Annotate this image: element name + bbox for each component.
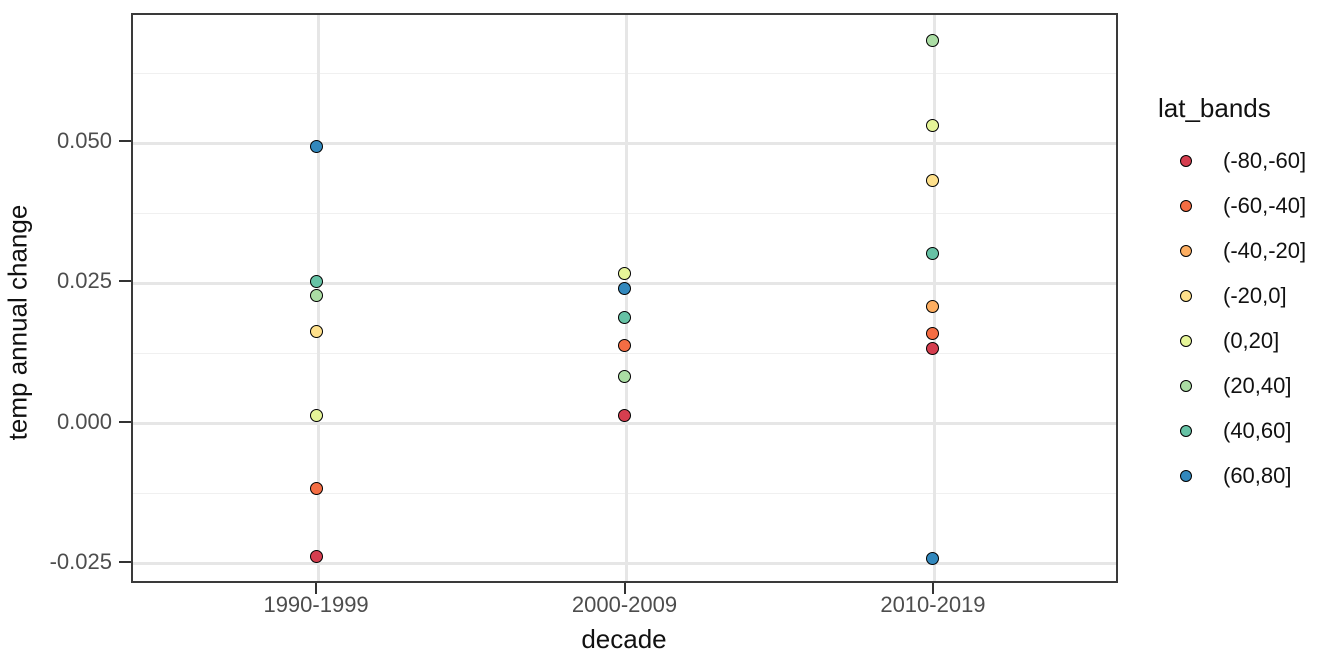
y-tick-label: 0.025 bbox=[56, 268, 112, 294]
gridline-major bbox=[133, 422, 1116, 426]
plot-panel bbox=[131, 13, 1118, 583]
legend-title: lat_bands bbox=[1158, 93, 1271, 123]
gridline-minor bbox=[133, 212, 1116, 214]
y-tick-mark bbox=[119, 420, 131, 423]
x-tick-mark bbox=[315, 583, 318, 594]
gridline-major bbox=[133, 562, 1116, 566]
legend-item: (20,40] bbox=[1158, 363, 1344, 408]
x-tick-label: 1990-1999 bbox=[263, 592, 369, 617]
legend-item: (-60,-40] bbox=[1158, 183, 1344, 228]
x-axis-title: decade bbox=[581, 624, 667, 654]
legend-key-circle bbox=[1180, 469, 1192, 482]
legend-item-label: (0,20] bbox=[1223, 327, 1280, 353]
data-point-(0,20] bbox=[618, 266, 631, 280]
data-point-(-60,-40] bbox=[618, 339, 631, 353]
legend-key-circle bbox=[1180, 289, 1192, 302]
data-point-(-80,-60] bbox=[309, 549, 323, 563]
data-point-(20,40] bbox=[309, 288, 323, 302]
legend-key-circle bbox=[1180, 424, 1192, 437]
legend-items: (-80,-60] (-60,-40] (-40,-20] (-20,0] (0,20]… bbox=[1158, 138, 1344, 498]
gridline-minor bbox=[133, 493, 1116, 495]
legend-item: (0,20] bbox=[1158, 318, 1344, 363]
legend-item: (-40,-20] bbox=[1158, 228, 1344, 273]
gridline-minor bbox=[133, 353, 1116, 355]
data-point-(60,80] bbox=[309, 140, 323, 154]
data-point-(-20,0] bbox=[926, 174, 940, 188]
data-point-(20,40] bbox=[926, 33, 940, 47]
legend-item-label: (-20,0] bbox=[1223, 282, 1287, 308]
y-tick-label: 0.050 bbox=[56, 128, 112, 154]
x-tick-label: 2000-2009 bbox=[571, 592, 678, 617]
legend-item: (-80,-60] bbox=[1158, 138, 1344, 183]
y-tick-label: 0.000 bbox=[56, 408, 112, 434]
y-tick-label: -0.025 bbox=[49, 548, 112, 574]
legend-item-label: (-80,-60] bbox=[1223, 147, 1307, 173]
y-tick-mark bbox=[119, 140, 131, 143]
data-point-(40,60] bbox=[926, 246, 940, 260]
x-tick-mark bbox=[623, 583, 626, 594]
legend-key-circle bbox=[1180, 199, 1192, 212]
data-point-(-60,-40] bbox=[926, 326, 940, 340]
data-point-(40,60] bbox=[618, 311, 631, 325]
data-point-(20,40] bbox=[618, 370, 631, 384]
data-point-(-40,-20] bbox=[926, 300, 940, 314]
data-point-(0,20] bbox=[309, 409, 323, 423]
legend-item: (-20,0] bbox=[1158, 273, 1344, 318]
legend-key-circle bbox=[1180, 334, 1192, 347]
legend-item-label: (40,60] bbox=[1223, 417, 1292, 443]
data-point-(-80,-60] bbox=[926, 342, 940, 356]
gridline-major bbox=[133, 141, 1116, 145]
data-point-(60,80] bbox=[926, 552, 940, 566]
y-tick-mark bbox=[119, 280, 131, 283]
gridline-minor bbox=[133, 72, 1116, 74]
gridline-major-vertical bbox=[933, 15, 937, 581]
x-tick-mark bbox=[931, 583, 934, 594]
data-point-(-60,-40] bbox=[309, 482, 323, 496]
data-point-(0,20] bbox=[926, 119, 940, 133]
legend-item: (60,80] bbox=[1158, 453, 1344, 498]
legend-item-label: (-60,-40] bbox=[1223, 192, 1307, 218]
legend-key-circle bbox=[1180, 154, 1192, 167]
legend-item-label: (-40,-20] bbox=[1223, 237, 1307, 263]
data-point-(-20,0] bbox=[309, 325, 323, 339]
legend-item-label: (60,80] bbox=[1223, 462, 1292, 488]
legend-item-label: (20,40] bbox=[1223, 372, 1292, 398]
gridline-major-vertical bbox=[625, 15, 628, 581]
x-tick-label: 2010-2019 bbox=[880, 592, 986, 617]
y-tick-mark bbox=[119, 560, 131, 563]
legend-item: (40,60] bbox=[1158, 408, 1344, 453]
data-point-(-80,-60] bbox=[618, 409, 631, 423]
data-point-(40,60] bbox=[309, 274, 323, 288]
data-point-(60,80] bbox=[618, 281, 631, 295]
legend: lat_bands (-80,-60] (-60,-40] (-40,-20] (-2… bbox=[1158, 92, 1344, 498]
legend-key-circle bbox=[1180, 244, 1192, 257]
legend-key-circle bbox=[1180, 379, 1192, 392]
